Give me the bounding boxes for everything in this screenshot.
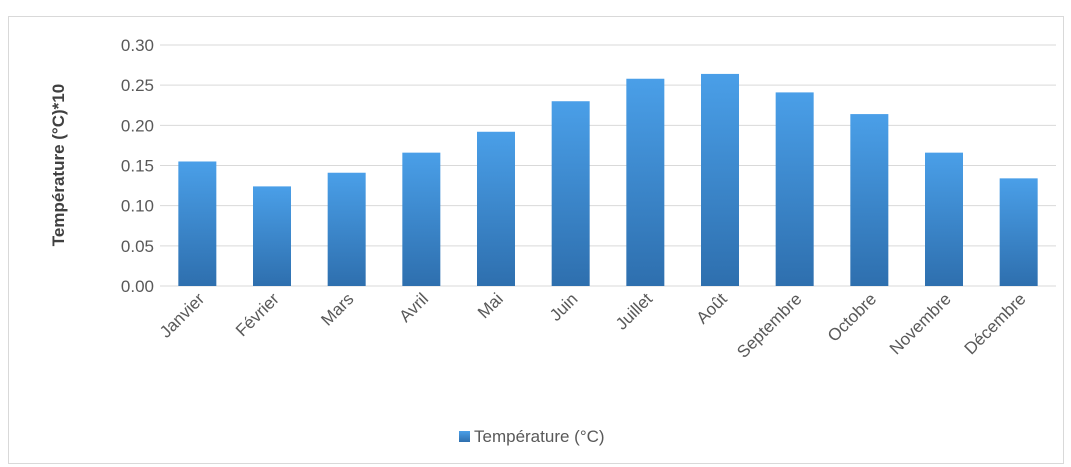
bar-mars [327, 172, 366, 286]
x-tick-label: Juin [546, 289, 581, 324]
bar-février [253, 186, 291, 286]
bar-novembre [925, 152, 963, 286]
y-tick-label: 0.05 [121, 237, 154, 256]
legend-label: Température (°C) [474, 427, 605, 446]
y-tick-label: 0.30 [121, 36, 154, 55]
y-tick-label: 0.15 [121, 157, 154, 176]
x-tick-label: Décembre [961, 289, 1030, 358]
legend: Température (°C) [459, 427, 605, 446]
x-tick-label: Octobre [824, 289, 880, 345]
bar-juin [551, 101, 590, 286]
bar-janvier [178, 161, 217, 286]
bar-avril [402, 152, 441, 286]
bars [178, 73, 1038, 287]
bar-septembre [775, 92, 814, 286]
legend-swatch [459, 431, 470, 442]
x-tick-label: Juillet [612, 289, 656, 333]
bar-août [701, 73, 739, 286]
x-tick-label: Mai [474, 289, 507, 322]
x-tick-label: Mars [317, 289, 357, 329]
bar-juillet [626, 78, 665, 287]
bar-octobre [850, 114, 889, 286]
bar-mai [477, 131, 515, 286]
x-axis-ticks: Janvier Février Mars Avril Mai Juin Juillet Aoû… [156, 289, 1030, 361]
bar-décembre [999, 178, 1038, 286]
x-tick-label: Novembre [886, 289, 955, 358]
y-tick-label: 0.20 [121, 116, 154, 135]
y-axis-label: Température (°C)*10 [49, 84, 68, 246]
y-tick-label: 0.10 [121, 197, 154, 216]
gridlines [160, 44, 1056, 287]
x-tick-label: Septembre [733, 289, 805, 361]
x-tick-label: Janvier [156, 289, 208, 341]
x-tick-label: Avril [396, 289, 433, 326]
x-tick-label: Février [232, 289, 283, 340]
y-tick-label: 0.00 [121, 277, 154, 296]
y-tick-label: 0.25 [121, 76, 154, 95]
x-tick-label: Août [693, 289, 731, 327]
y-axis-ticks: 0.00 0.05 0.10 0.15 0.20 0.25 0.30 [121, 36, 154, 296]
